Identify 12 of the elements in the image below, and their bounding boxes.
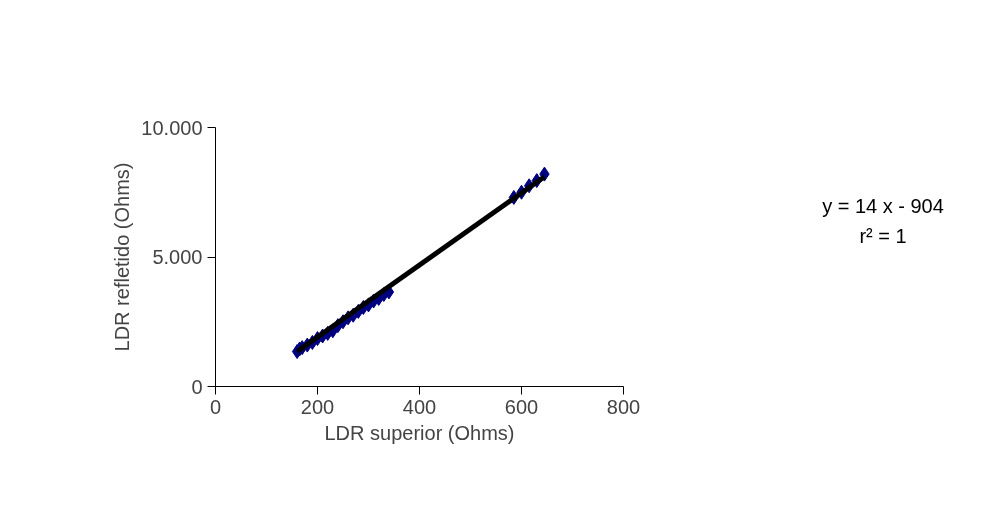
x-tick-label: 400 (402, 395, 437, 418)
y-tick-label: 10.000 (141, 116, 203, 139)
text: r² = 1 (859, 225, 907, 247)
y-tick-label: 0 (191, 375, 203, 398)
text: y = 14 x - 904 (822, 195, 944, 217)
x-axis-title: LDR superior (Ohms) (324, 421, 515, 444)
x-tick-label: 200 (300, 395, 335, 418)
y-axis-title: LDR refletido (Ohms) (111, 162, 134, 352)
y-tick-label: 5.000 (152, 246, 203, 268)
x-tick-label: 0 (209, 395, 222, 418)
x-tick-label: 800 (606, 395, 641, 418)
x-tick-label: 600 (504, 395, 539, 418)
